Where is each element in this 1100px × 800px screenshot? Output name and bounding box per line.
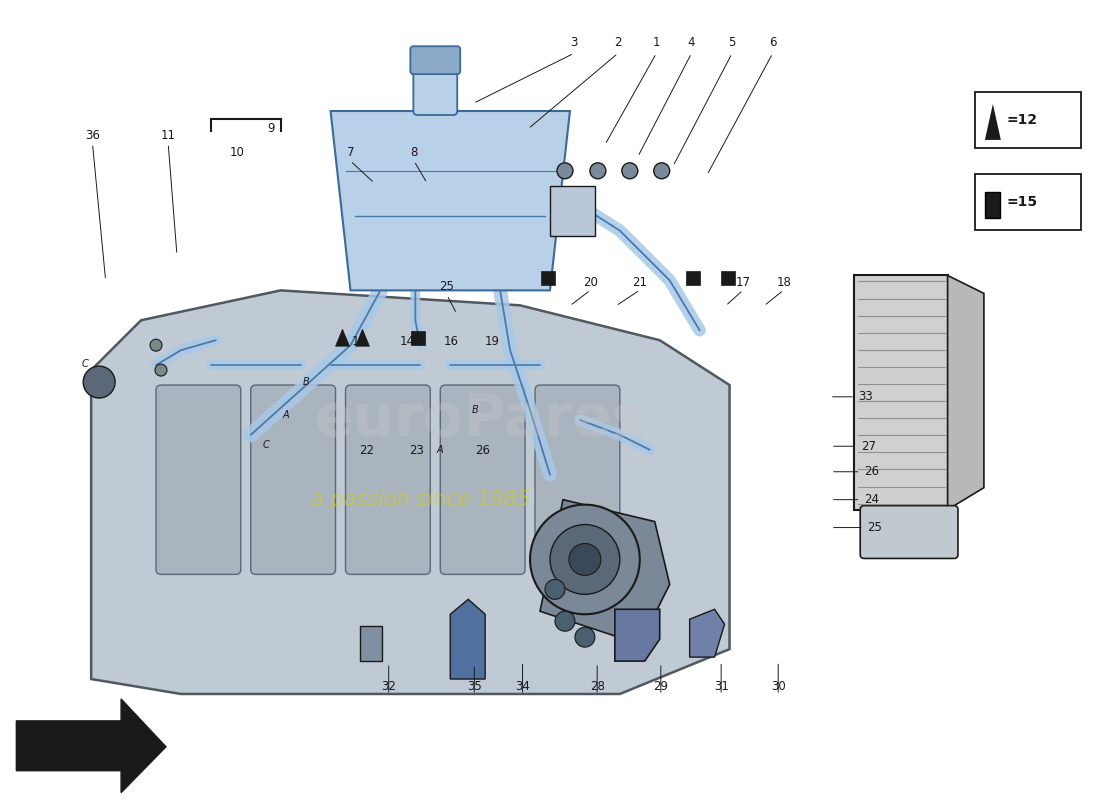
Text: 25: 25: [439, 280, 454, 294]
Text: C: C: [262, 440, 270, 450]
Text: 10: 10: [230, 146, 244, 159]
Circle shape: [530, 505, 640, 614]
FancyBboxPatch shape: [860, 506, 958, 558]
FancyBboxPatch shape: [984, 192, 1000, 218]
Text: 31: 31: [714, 681, 728, 694]
Text: 4: 4: [688, 36, 695, 50]
FancyBboxPatch shape: [541, 271, 556, 286]
Circle shape: [569, 543, 601, 575]
Text: A: A: [283, 410, 289, 420]
Polygon shape: [331, 111, 570, 290]
Circle shape: [575, 627, 595, 647]
Circle shape: [653, 163, 670, 178]
Polygon shape: [615, 610, 660, 661]
Text: 19: 19: [484, 334, 499, 347]
Text: 23: 23: [409, 444, 424, 457]
Polygon shape: [690, 610, 725, 657]
Text: C: C: [81, 359, 89, 369]
FancyBboxPatch shape: [156, 385, 241, 574]
FancyBboxPatch shape: [410, 46, 460, 74]
Text: 11: 11: [161, 129, 176, 142]
Text: 7: 7: [346, 146, 354, 159]
Text: 6: 6: [769, 36, 777, 50]
FancyBboxPatch shape: [855, 275, 947, 510]
Text: B: B: [302, 377, 309, 387]
FancyBboxPatch shape: [414, 65, 458, 115]
Text: euroPares: euroPares: [314, 391, 647, 449]
Text: 27: 27: [860, 440, 876, 453]
Circle shape: [84, 366, 116, 398]
FancyBboxPatch shape: [535, 385, 619, 574]
Polygon shape: [336, 330, 350, 346]
Text: 2: 2: [614, 36, 622, 50]
Text: 21: 21: [632, 275, 648, 289]
Text: 25: 25: [867, 521, 882, 534]
Polygon shape: [550, 186, 595, 235]
FancyBboxPatch shape: [251, 385, 336, 574]
Text: 29: 29: [653, 681, 669, 694]
Text: 13: 13: [352, 334, 366, 347]
Text: =12: =12: [1006, 113, 1038, 127]
FancyBboxPatch shape: [361, 626, 383, 661]
Polygon shape: [450, 599, 485, 679]
Text: 32: 32: [382, 681, 396, 694]
Text: 9: 9: [267, 122, 275, 135]
Circle shape: [550, 525, 619, 594]
Text: 17: 17: [736, 275, 750, 289]
Text: 22: 22: [360, 444, 374, 457]
Text: 36: 36: [85, 129, 100, 142]
Circle shape: [621, 163, 638, 178]
FancyBboxPatch shape: [345, 385, 430, 574]
Polygon shape: [355, 330, 370, 346]
Polygon shape: [16, 699, 166, 793]
Text: 34: 34: [515, 681, 530, 694]
FancyBboxPatch shape: [975, 92, 1080, 148]
FancyBboxPatch shape: [440, 385, 525, 574]
Circle shape: [590, 163, 606, 178]
Text: 33: 33: [859, 390, 873, 403]
Text: 18: 18: [777, 275, 791, 289]
Text: 1: 1: [652, 36, 660, 50]
FancyBboxPatch shape: [411, 331, 426, 345]
Text: B: B: [472, 405, 478, 415]
Polygon shape: [540, 500, 670, 644]
Text: 3: 3: [571, 36, 578, 50]
Text: 8: 8: [410, 146, 418, 159]
FancyBboxPatch shape: [975, 174, 1080, 230]
Text: 14: 14: [400, 334, 415, 347]
Circle shape: [556, 611, 575, 631]
Polygon shape: [984, 104, 1001, 140]
Polygon shape: [91, 290, 729, 694]
Text: A: A: [437, 445, 443, 455]
Text: 24: 24: [864, 493, 879, 506]
Polygon shape: [947, 275, 983, 510]
Text: =15: =15: [1006, 194, 1038, 209]
Text: 16: 16: [443, 334, 459, 347]
FancyBboxPatch shape: [685, 271, 700, 286]
Text: 30: 30: [771, 681, 785, 694]
Text: 5: 5: [728, 36, 736, 50]
Text: 26: 26: [475, 444, 491, 457]
Text: 20: 20: [583, 275, 598, 289]
Circle shape: [155, 364, 167, 376]
Circle shape: [150, 339, 162, 351]
Text: a passion since 1985: a passion since 1985: [310, 490, 530, 510]
Circle shape: [557, 163, 573, 178]
Text: 26: 26: [864, 466, 879, 478]
Text: 28: 28: [590, 681, 605, 694]
Circle shape: [544, 579, 565, 599]
Text: 35: 35: [466, 681, 482, 694]
FancyBboxPatch shape: [720, 271, 735, 286]
